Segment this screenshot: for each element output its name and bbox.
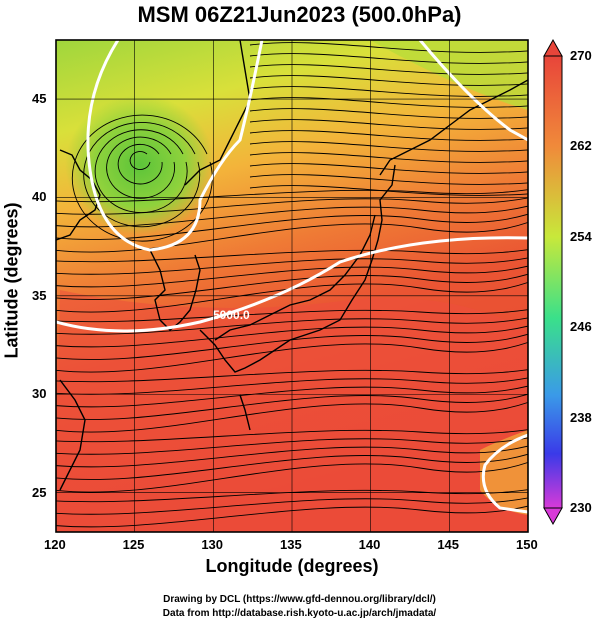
streamline [56, 309, 528, 323]
streamline [249, 86, 528, 97]
y-tick-label: 25 [32, 484, 47, 500]
colorbar-top-arrow [543, 38, 563, 57]
streamline [56, 497, 528, 515]
colorbar-tick-label: 254 [570, 228, 592, 244]
x-tick-label: 145 [437, 537, 460, 552]
streamline [56, 453, 528, 480]
y-tick-label: 45 [32, 91, 47, 107]
contour-label: 5000.0 [213, 308, 250, 322]
streamline [249, 130, 528, 141]
credit-line-2: Data from http://database.rish.kyoto-u.a… [162, 608, 437, 619]
streamline [249, 185, 528, 196]
geopotential-contours [56, 40, 528, 514]
colorbar-tick-label: 262 [570, 138, 592, 154]
colorbar [543, 38, 563, 526]
streamline [249, 174, 528, 185]
colorbar-tick-label: 246 [570, 319, 592, 335]
streamline [83, 122, 201, 228]
streamline [249, 163, 528, 174]
streamline [56, 401, 528, 433]
streamline [94, 129, 188, 214]
streamline [56, 317, 528, 335]
y-tick-label: 40 [32, 189, 47, 205]
streamline [56, 341, 528, 373]
colorbar-tick-label: 270 [570, 48, 592, 63]
streamline [56, 437, 528, 455]
streamline [56, 369, 528, 383]
streamline [56, 489, 528, 503]
streamline [56, 461, 528, 493]
streamline [249, 75, 528, 86]
streamline [56, 281, 528, 313]
coastlines [56, 40, 528, 491]
x-tick-label: 125 [122, 537, 145, 552]
streamline [56, 393, 528, 420]
colorbar-tick-label: 230 [570, 500, 592, 515]
streamline [56, 265, 528, 288]
x-tick-label: 150 [516, 537, 538, 552]
streamline [56, 505, 528, 528]
y-tick-label: 35 [32, 287, 47, 303]
chart-title: MSM 06Z21Jun2023 (500.0hPa) [137, 2, 462, 27]
streamline [56, 213, 528, 240]
y-axis-label: Latitude (degrees) [1, 202, 22, 359]
streamline [56, 385, 528, 408]
x-tick-label: 130 [201, 537, 224, 552]
colorbar-bottom-arrow [543, 507, 563, 526]
credit-line-1: Drawing by DCL (https://www.gfd-dennou.o… [163, 594, 436, 605]
streamline [249, 42, 528, 53]
streamline [56, 325, 528, 348]
streamline [249, 119, 528, 130]
lat-lon-grid [56, 40, 528, 532]
streamline [56, 205, 528, 228]
x-tick-label: 135 [280, 537, 302, 552]
streamline [249, 152, 528, 163]
streamline [56, 257, 528, 275]
streamline [56, 273, 528, 300]
x-tick-label: 120 [44, 537, 66, 552]
streamline [56, 377, 528, 395]
streamline [56, 333, 528, 360]
streamline [117, 143, 163, 185]
plot-frame [55, 39, 529, 533]
streamline [249, 97, 528, 108]
streamline [106, 136, 176, 199]
y-tick-label: 30 [32, 386, 47, 402]
streamline [129, 151, 151, 170]
streamline [56, 429, 528, 443]
streamline [56, 445, 528, 468]
x-tick-label: 140 [358, 537, 381, 552]
x-axis-label: Longitude (degrees) [205, 556, 379, 576]
streamline [249, 141, 528, 152]
streamline [249, 53, 528, 64]
streamline [249, 64, 528, 75]
colorbar-tick-label: 238 [570, 409, 592, 425]
